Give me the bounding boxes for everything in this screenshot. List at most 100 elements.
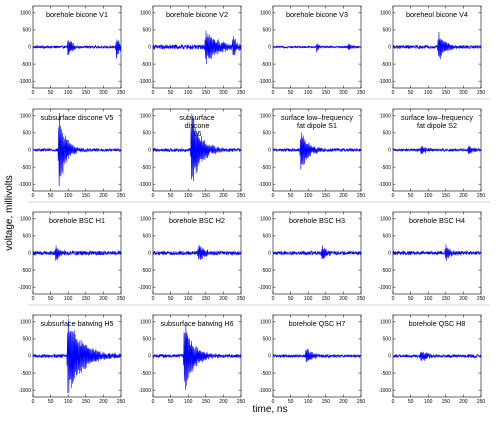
y-tick-label: 1000 [260,217,271,223]
series-line [272,348,362,362]
x-tick-label: 200 [459,296,468,302]
x-tick-label: 50 [288,193,294,199]
x-tick-label: 250 [357,296,366,302]
y-tick-label: -500 [261,165,271,171]
x-tick-label: 250 [117,296,126,302]
y-tick-label: 1000 [380,11,391,17]
y-tick-label: 0 [148,148,151,154]
y-tick-label: 1000 [20,320,31,326]
panel-title: subsurface discone V5 [41,113,114,122]
x-tick-label: 100 [184,90,193,96]
series-line [152,324,242,391]
series-line [392,351,482,362]
x-tick-label: 50 [48,90,54,96]
x-tick-label: 150 [202,296,211,302]
x-tick-label: 250 [117,193,126,199]
x-tick-label: 50 [288,399,294,405]
x-tick-label: 0 [272,193,275,199]
x-tick-label: 0 [152,399,155,405]
x-tick-label: 250 [237,193,246,199]
x-tick-label: 250 [237,90,246,96]
y-tick-label: 0 [388,45,391,51]
y-tick-label: 500 [23,234,32,240]
y-tick-label: 500 [23,131,32,137]
x-tick-label: 150 [202,193,211,199]
y-tick-label: -500 [141,165,151,171]
x-tick-label: 50 [168,193,174,199]
y-tick-label: 1000 [20,114,31,120]
x-tick-label: 100 [64,399,73,405]
x-axis-label: time, ns [252,404,287,415]
y-tick-label: 1000 [260,320,271,326]
x-tick-label: 50 [168,90,174,96]
y-tick-label: 0 [28,45,31,51]
series-line [392,145,482,154]
x-tick-label: 250 [117,399,126,405]
y-tick-label: 1000 [140,320,151,326]
y-tick-label: -500 [261,62,271,68]
x-tick-label: 200 [459,193,468,199]
x-tick-label: 50 [408,193,414,199]
y-tick-label: -1000 [378,388,391,394]
x-tick-label: 100 [184,193,193,199]
y-tick-label: 500 [263,337,272,343]
series-line [392,244,482,261]
x-tick-label: 250 [477,193,486,199]
y-tick-label: 1000 [380,320,391,326]
y-tick-label: -500 [381,165,391,171]
y-tick-label: -1000 [378,182,391,188]
y-tick-label: 500 [263,234,272,240]
y-tick-label: -1000 [258,285,271,291]
y-tick-label: -500 [381,268,391,274]
x-tick-label: 250 [237,399,246,405]
y-tick-label: 1000 [20,11,31,17]
y-tick-label: 0 [388,354,391,360]
x-tick-label: 0 [392,90,395,96]
y-tick-label: 500 [143,234,152,240]
x-tick-label: 100 [424,90,433,96]
x-tick-label: 150 [322,193,331,199]
y-tick-label: 1000 [140,11,151,17]
x-tick-label: 100 [64,296,73,302]
y-tick-label: -500 [381,371,391,377]
series-line [152,244,242,261]
series-line [32,39,122,59]
y-tick-label: 0 [28,148,31,154]
y-tick-label: 0 [28,354,31,360]
panel-title: borehole bicone V1 [46,10,108,19]
x-tick-label: 50 [168,296,174,302]
y-tick-label: 500 [23,28,32,34]
y-tick-label: 500 [143,28,152,34]
x-tick-label: 250 [237,296,246,302]
x-tick-label: 200 [339,90,348,96]
x-tick-label: 0 [272,90,275,96]
x-tick-label: 150 [322,90,331,96]
x-tick-label: 200 [99,399,108,405]
y-tick-label: -1000 [18,79,31,85]
x-tick-label: 150 [82,296,91,302]
x-tick-label: 200 [219,90,228,96]
x-tick-label: 100 [64,193,73,199]
y-tick-label: 500 [263,28,272,34]
x-tick-label: 100 [184,296,193,302]
x-tick-label: 150 [442,90,451,96]
y-tick-label: -1000 [138,285,151,291]
y-tick-label: 1000 [380,114,391,120]
y-tick-label: 500 [23,337,32,343]
x-tick-label: 0 [152,90,155,96]
y-tick-label: -1000 [18,388,31,394]
series-line [272,43,362,53]
y-tick-label: 500 [263,131,272,137]
panel-title: borehole QSC H8 [409,319,466,328]
y-tick-label: 0 [148,45,151,51]
y-tick-label: 500 [383,337,392,343]
